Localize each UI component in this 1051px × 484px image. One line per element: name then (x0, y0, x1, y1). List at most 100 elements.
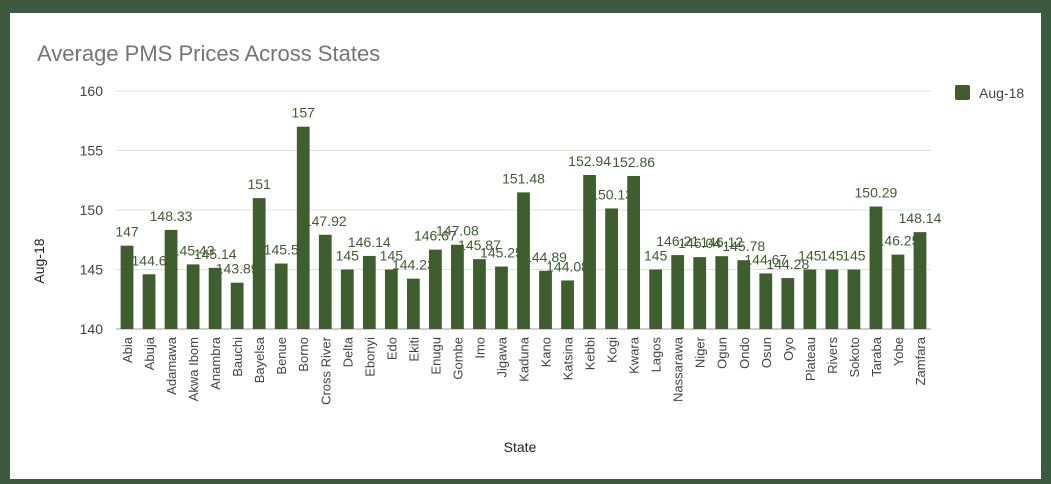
bar[interactable] (362, 255, 376, 329)
bar[interactable] (539, 270, 552, 329)
bar[interactable] (164, 229, 178, 329)
data-label: 150.29 (855, 185, 898, 201)
x-tick-label: Kwara (627, 336, 642, 374)
x-tick-label: Kogi (605, 337, 620, 363)
x-tick-label: Delta (340, 336, 355, 367)
x-tick-label: Plateau (803, 337, 818, 381)
data-label: 145.25 (480, 245, 523, 261)
data-label: 145.87 (458, 237, 501, 253)
bar[interactable] (913, 232, 927, 329)
bar[interactable] (847, 269, 861, 330)
x-tick-label: Edo (384, 337, 399, 360)
x-tick-label: Enugu (428, 337, 443, 375)
bar[interactable] (451, 244, 464, 329)
data-label: 145 (842, 248, 866, 264)
chart-card: Average PMS Prices Across States 140 145 1… (10, 13, 1041, 479)
data-label: 146.67 (414, 228, 457, 244)
data-label: 147.08 (436, 223, 479, 239)
bar[interactable] (781, 278, 795, 329)
x-tick-label: Imo (472, 337, 487, 359)
data-label: 152.94 (568, 153, 611, 169)
data-label: 144.28 (766, 256, 809, 272)
bar[interactable] (671, 255, 685, 329)
data-label: 148.14 (899, 210, 942, 226)
window-edge (1047, 0, 1051, 479)
data-label: 150.13 (590, 186, 633, 202)
bar[interactable] (825, 269, 839, 330)
data-label: 144.89 (524, 249, 567, 265)
bar[interactable] (869, 206, 883, 329)
legend-label: Aug-18 (979, 85, 1024, 101)
bar[interactable] (627, 175, 641, 329)
bar[interactable] (274, 263, 288, 329)
x-tick-label: Jigawa (494, 336, 509, 377)
x-tick-label: Taraba (869, 336, 884, 377)
x-axis-title: State (504, 439, 537, 455)
bar[interactable] (384, 269, 398, 330)
x-tick-label: Osun (759, 337, 774, 368)
bar[interactable] (429, 249, 442, 329)
x-tick-label: Bauchi (230, 337, 245, 377)
chart-svg: Average PMS Prices Across States 1401451… (31, 41, 1024, 455)
data-label: 145 (798, 248, 822, 264)
x-tick-label: Akwa Ibom (186, 337, 201, 401)
bar[interactable] (737, 260, 751, 329)
y-tick-label: 140 (80, 321, 104, 337)
bar[interactable] (230, 282, 244, 329)
bar[interactable] (693, 257, 707, 329)
legend[interactable]: Aug-18 (955, 85, 1024, 101)
data-label: 144.23 (392, 257, 435, 273)
x-tick-label: Oyo (781, 337, 796, 361)
bar[interactable] (208, 267, 222, 329)
x-tick-label: Rivers (825, 337, 840, 374)
data-label: 152.86 (612, 154, 655, 170)
data-label: 151 (247, 176, 271, 192)
data-label: 145.78 (722, 238, 765, 254)
y-tick-label: 155 (80, 143, 104, 159)
bar[interactable] (605, 208, 618, 329)
x-tick-label: Nassarawa (671, 336, 686, 402)
bar[interactable] (186, 264, 200, 329)
bar[interactable] (649, 269, 663, 330)
y-axis-ticks: 140 145 150 155 160 (80, 83, 104, 337)
data-label: 157 (292, 105, 316, 121)
bar[interactable] (759, 273, 773, 329)
data-label: 146.25 (877, 233, 920, 249)
bar[interactable] (803, 269, 817, 330)
bar[interactable] (561, 280, 574, 329)
bar[interactable] (142, 274, 156, 329)
x-axis-ticks: Abia Abuja Adamawa Akwa Ibom Anambra Bauchi Ba… (120, 336, 928, 405)
data-label: 147 (115, 224, 139, 240)
data-label: 146.14 (348, 234, 391, 250)
x-tick-label: Ebonyi (362, 337, 377, 377)
bar[interactable] (252, 198, 266, 329)
x-tick-label: Ogun (715, 337, 730, 369)
x-tick-label: Kano (539, 337, 554, 367)
data-label: 145 (820, 248, 844, 264)
bar[interactable] (318, 234, 332, 329)
bar[interactable] (891, 254, 905, 329)
bar[interactable] (296, 126, 310, 329)
data-label: 146.04 (678, 235, 721, 251)
bar[interactable] (340, 269, 354, 330)
bar[interactable] (715, 256, 729, 329)
x-tick-label: Borno (296, 337, 311, 372)
bar[interactable] (517, 192, 530, 329)
bar[interactable] (473, 259, 486, 329)
bar[interactable] (406, 278, 420, 329)
bars (120, 126, 927, 330)
bar[interactable] (120, 245, 134, 329)
x-tick-label: Abuja (142, 336, 157, 370)
data-label: 151.48 (502, 170, 545, 186)
x-tick-label: Niger (693, 336, 708, 368)
data-label: 147.92 (304, 213, 347, 229)
x-tick-label: Adamawa (164, 336, 179, 395)
data-label: 145.5 (264, 242, 299, 258)
bar[interactable] (495, 266, 508, 329)
data-label: 143.89 (216, 261, 259, 277)
data-label: 148.33 (150, 208, 193, 224)
bar[interactable] (583, 175, 596, 329)
x-tick-label: Ekiti (406, 337, 421, 362)
x-tick-label: Ondo (737, 337, 752, 369)
